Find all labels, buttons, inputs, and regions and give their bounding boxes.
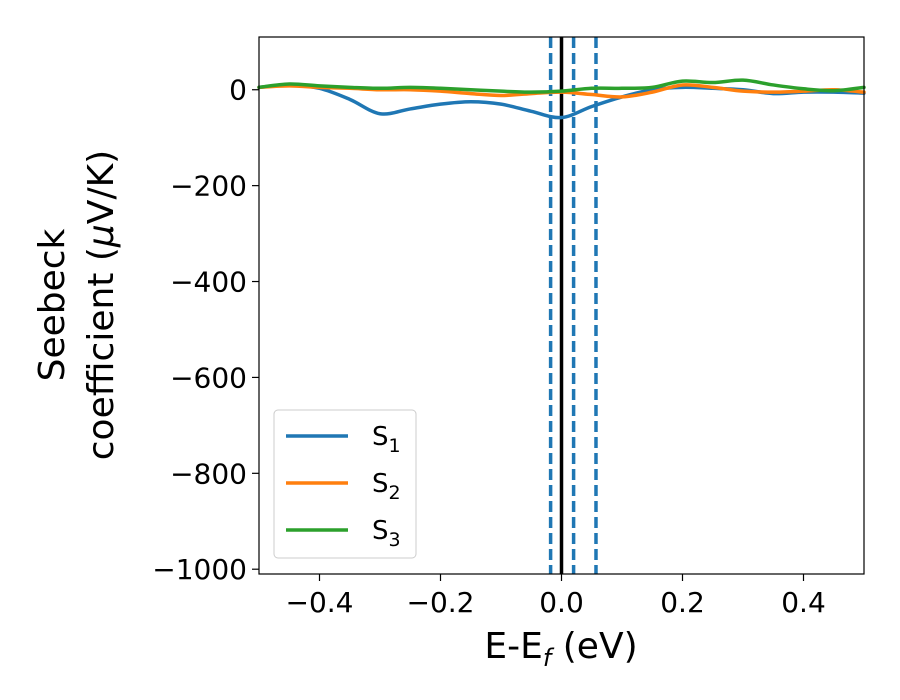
- y-tick-label: −200: [170, 170, 247, 203]
- x-tick-label: −0.4: [286, 586, 354, 619]
- series-line-S3: [257, 78, 866, 94]
- legend: S1 S2 S3: [273, 409, 417, 559]
- x-tick-label: 0.4: [781, 586, 826, 619]
- y-tick-label: −400: [170, 266, 247, 299]
- y-tick-label: −1000: [152, 553, 247, 586]
- y-axis-title-line1: Seebeck: [32, 228, 73, 381]
- legend-label-S3: S3: [372, 516, 401, 551]
- series-lines: [257, 78, 866, 120]
- y-tick-label: −600: [170, 361, 247, 394]
- x-tick-label: 0.0: [539, 586, 584, 619]
- x-tick-label: 0.2: [660, 586, 705, 619]
- legend-label-S2: S2: [372, 469, 401, 504]
- y-axis-ticks: 0 −200 −400 −600 −800 −1000: [152, 74, 259, 586]
- x-axis-title: E-Ef (eV): [484, 626, 637, 672]
- reference-lines: [548, 37, 598, 574]
- x-tick-label: −0.2: [407, 586, 475, 619]
- y-axis-title: Seebeck coefficient (μV/K): [32, 150, 122, 460]
- y-tick-label: −800: [170, 457, 247, 490]
- y-axis-title-line2: coefficient (μV/K): [81, 150, 122, 460]
- y-tick-label: 0: [229, 74, 247, 107]
- legend-label-S1: S1: [372, 422, 401, 457]
- x-axis-ticks: −0.4 −0.2 0.0 0.2 0.4: [286, 574, 826, 619]
